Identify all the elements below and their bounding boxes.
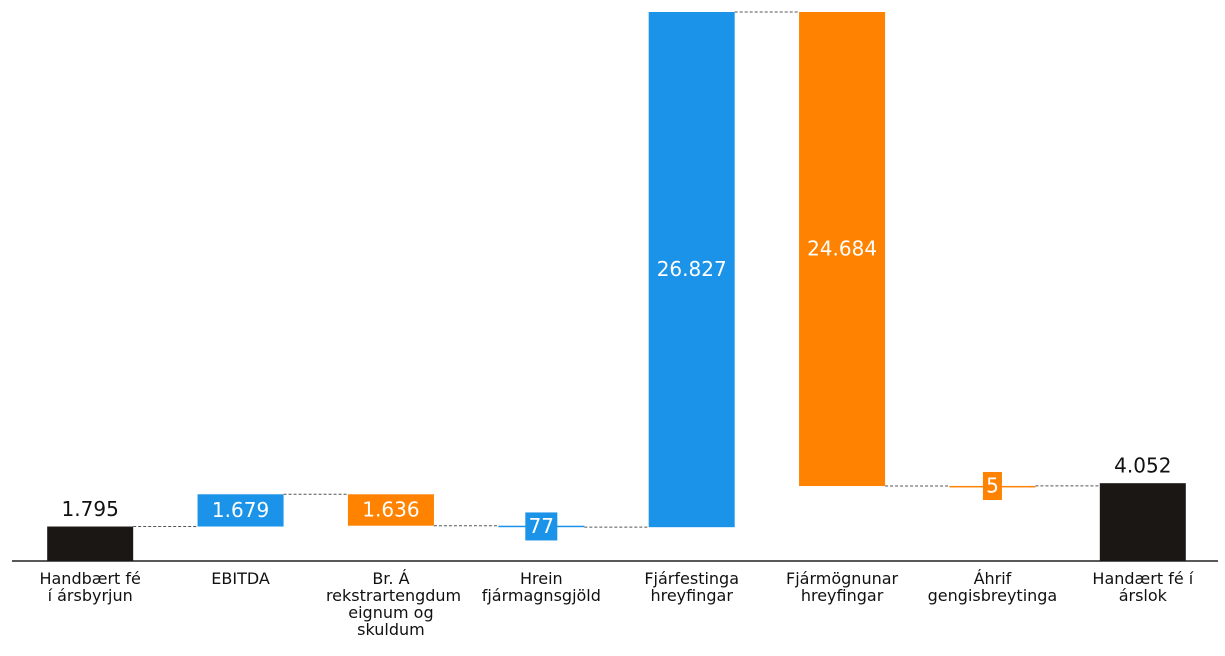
category-label: Fjárfestinga hreyfingar [644, 569, 740, 605]
category-label: Áhrif gengisbreytinga [927, 569, 1058, 605]
category-label: Br. Á rekstrartengdum eignum og skuldum [325, 569, 462, 639]
label-bg [982, 471, 1002, 500]
bar [197, 494, 284, 527]
bar [799, 12, 886, 487]
value-label: 26.827 [657, 257, 727, 281]
category-label: Handbært fé í ársbyrjun [39, 569, 141, 605]
value-label: 1.636 [362, 497, 419, 521]
category-label: Hrein fjármagnsgjöld [481, 569, 601, 605]
value-label: 24.684 [807, 237, 877, 261]
bar [347, 494, 434, 526]
bar [47, 526, 134, 561]
value-label: 77 [529, 514, 554, 538]
value-label: 4.052 [1114, 454, 1171, 478]
value-label: 5 [986, 473, 999, 497]
value-label: 1.679 [212, 498, 269, 522]
value-label: 1.795 [62, 497, 119, 521]
bar [1099, 483, 1186, 561]
label-bg [525, 512, 558, 541]
bar [648, 12, 735, 528]
category-label: Fjármögnunar hreyfingar [786, 569, 899, 605]
category-label: Handært fé í árslok [1092, 569, 1194, 605]
category-label: EBITDA [211, 569, 270, 588]
